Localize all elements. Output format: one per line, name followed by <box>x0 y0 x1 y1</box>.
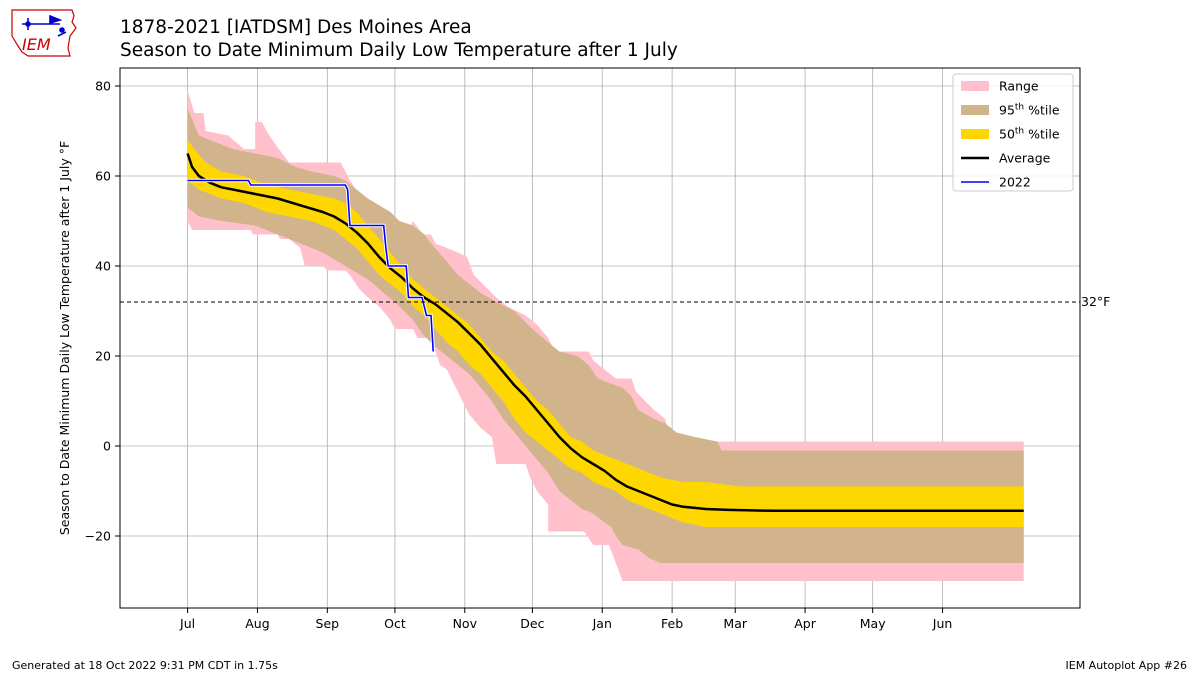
x-tick-label: Nov <box>453 616 478 631</box>
data-lines <box>186 153 1024 513</box>
weather-station-icon <box>22 14 67 37</box>
y-axis-label: Season to Date Minimum Daily Low Tempera… <box>57 141 72 535</box>
legend-label-range: Range <box>999 79 1039 94</box>
iem-logo: IEM <box>8 6 80 64</box>
x-tick-label: Sep <box>316 616 340 631</box>
chart-title: 1878-2021 [IATDSM] Des Moines Area <box>120 17 472 38</box>
legend-swatch-range <box>961 81 989 91</box>
y-tick-label: 20 <box>95 349 111 364</box>
y-axis: −20 0 20 40 60 80 <box>85 79 120 544</box>
legend-swatch-p95 <box>961 105 989 115</box>
x-tick-label: Mar <box>723 616 747 631</box>
x-tick-label: May <box>860 616 886 631</box>
chart-subtitle: Season to Date Minimum Daily Low Tempera… <box>120 40 678 61</box>
band-50th-tile <box>187 140 1024 527</box>
legend: Range 95th %tile 50th %tile Average 2022 <box>952 73 1074 192</box>
current-year-line <box>187 179 434 352</box>
x-tick-label: Oct <box>384 616 406 631</box>
x-tick-label: Apr <box>794 616 816 631</box>
legend-label-current: 2022 <box>999 175 1031 190</box>
generated-timestamp: Generated at 18 Oct 2022 9:31 PM CDT in … <box>12 659 278 672</box>
legend-label-average: Average <box>999 151 1051 166</box>
legend-swatch-p50 <box>961 129 989 139</box>
x-axis: Jul Aug Sep Oct Nov Dec Jan Feb Mar Apr May Jun <box>179 608 952 631</box>
band-95th-tile <box>187 108 1024 563</box>
plot-frame <box>119 67 1081 609</box>
data-bands <box>187 90 1024 581</box>
x-tick-label: Dec <box>520 616 544 631</box>
y-tick-label: 40 <box>95 259 111 274</box>
freezing-reference-label: 32°F <box>1081 294 1110 309</box>
x-tick-label: Aug <box>245 616 269 631</box>
app-id: IEM Autoplot App #26 <box>1065 659 1188 672</box>
legend-label-p50: 50th %tile <box>999 127 1060 142</box>
y-tick-label: −20 <box>85 529 111 544</box>
x-tick-label: Feb <box>661 616 683 631</box>
legend-box <box>952 73 1074 192</box>
y-tick-label: 0 <box>103 439 111 454</box>
average-line <box>186 153 1024 513</box>
x-tick-label: Jul <box>179 616 195 631</box>
legend-label-p95: 95th %tile <box>999 103 1060 118</box>
logo-text: IEM <box>22 35 51 54</box>
y-tick-label: 60 <box>95 169 111 184</box>
x-tick-label: Jun <box>932 616 953 631</box>
y-tick-label: 80 <box>95 79 111 94</box>
x-tick-label: Jan <box>592 616 612 631</box>
